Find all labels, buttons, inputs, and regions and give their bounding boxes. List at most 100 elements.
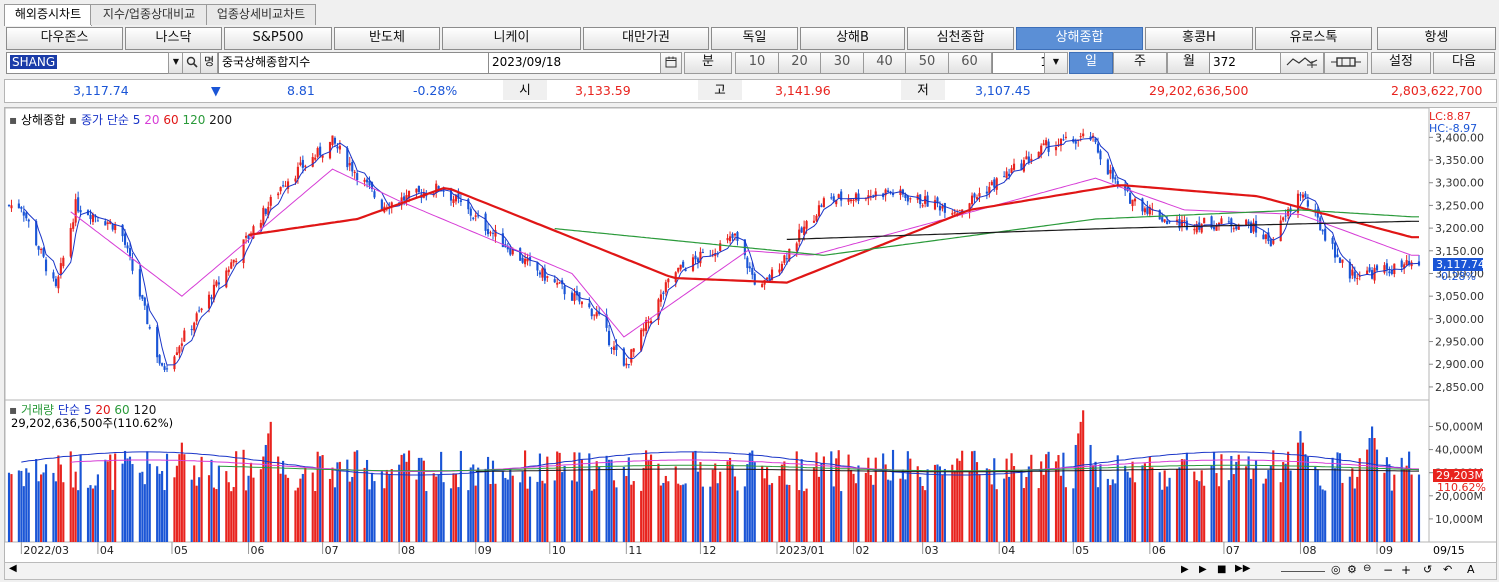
index-button-0[interactable]: 다우존스 xyxy=(6,27,123,50)
candle-body xyxy=(570,292,574,301)
price-volume-chart[interactable]: 3,400.00 3,350.00 3,300.00 3,250.00 3,200.00… xyxy=(5,108,1496,562)
index-button-3[interactable]: 반도체 xyxy=(334,27,440,50)
candle-body xyxy=(262,207,265,226)
volume-bar xyxy=(282,460,285,542)
candle-body xyxy=(640,329,643,351)
volume-bar xyxy=(924,490,927,542)
index-button-8[interactable]: 심천종합 xyxy=(907,27,1014,50)
index-button-11[interactable]: 유로스톡 xyxy=(1255,27,1372,50)
candle-body xyxy=(553,279,556,283)
candle-settings-icon[interactable] xyxy=(1324,52,1368,74)
volume-bar xyxy=(442,482,445,542)
settings-button[interactable]: 설정 xyxy=(1371,52,1431,74)
candle-body xyxy=(526,258,529,262)
minute-count-dropdown-icon[interactable]: ▼ xyxy=(1044,52,1068,74)
period-minute-button[interactable]: 분 xyxy=(684,52,732,74)
chart-scrollbar[interactable]: ◀ ▶ ▶ ■ ▶▶ ◎ ⚙ ⊖ − + ↺ ↶ A xyxy=(4,562,1497,580)
volume-bar xyxy=(1306,456,1309,542)
candle-body xyxy=(52,272,55,279)
volume-bar xyxy=(232,487,235,542)
minute-option-40[interactable]: 40 xyxy=(862,52,907,74)
search-icon[interactable] xyxy=(182,52,202,74)
symbol-input[interactable]: SHANG xyxy=(6,52,174,74)
zoom-out-icon[interactable]: ⊖ xyxy=(1363,563,1372,574)
price-tick-label: 3,300.00 xyxy=(1435,177,1484,190)
volume-bar xyxy=(1057,455,1060,542)
index-button-9[interactable]: 상해종합 xyxy=(1016,27,1143,50)
volume-bar xyxy=(899,478,902,542)
candle-body xyxy=(244,235,248,238)
chart-style-icon[interactable] xyxy=(1280,52,1324,74)
minute-option-30[interactable]: 30 xyxy=(820,52,864,74)
candle-body xyxy=(1094,138,1097,143)
volume-bar xyxy=(1200,470,1203,542)
zoom-slider[interactable] xyxy=(1281,571,1325,572)
volume-bar xyxy=(867,457,870,542)
index-button-6[interactable]: 독일 xyxy=(711,27,798,50)
minute-option-20[interactable]: 20 xyxy=(777,52,822,74)
candle-body xyxy=(494,230,497,237)
name-search-button[interactable]: 명 xyxy=(200,52,218,74)
minute-option-50[interactable]: 50 xyxy=(905,52,949,74)
minute-option-10[interactable]: 10 xyxy=(735,52,779,74)
candle-body xyxy=(1321,230,1324,232)
candle-body xyxy=(17,203,20,209)
minus-icon[interactable]: − xyxy=(1383,563,1394,577)
calendar-icon[interactable] xyxy=(660,52,682,74)
index-button-4[interactable]: 니케이 xyxy=(442,27,581,50)
symbol-dropdown-icon[interactable]: ▼ xyxy=(168,52,184,74)
period-week-button[interactable]: 주 xyxy=(1113,52,1167,74)
volume-bar xyxy=(178,454,181,542)
tab-2[interactable]: 업종상세비교차트 xyxy=(206,4,316,25)
volume-bar xyxy=(269,421,272,542)
candle-body xyxy=(212,284,216,300)
index-button-7[interactable]: 상해B xyxy=(800,27,905,50)
volume-bar xyxy=(1062,452,1065,542)
volume-bar xyxy=(891,449,895,542)
next-button[interactable]: 다음 xyxy=(1433,52,1495,74)
plus-icon[interactable]: + xyxy=(1401,563,1412,577)
volume-bar xyxy=(667,481,670,542)
scroll-right-icon[interactable]: ▶ xyxy=(1181,564,1189,575)
index-button-12[interactable]: 항셍 xyxy=(1377,27,1496,50)
zoom-icon[interactable]: ◎ xyxy=(1331,563,1341,576)
candle-body xyxy=(1008,173,1011,177)
volume-bar xyxy=(953,471,956,542)
candle-body xyxy=(328,141,332,159)
reset-icon[interactable]: ↺ xyxy=(1423,563,1433,576)
volume-bar xyxy=(37,481,40,542)
index-button-5[interactable]: 대만가권 xyxy=(583,27,709,50)
undo-icon[interactable]: ↶ xyxy=(1443,563,1453,576)
candle-body xyxy=(104,221,107,226)
settings-gear-icon[interactable]: ⚙ xyxy=(1347,563,1357,576)
period-day-button[interactable]: 일 xyxy=(1069,52,1113,74)
bar-count-input[interactable]: 372 xyxy=(1209,52,1281,74)
index-button-1[interactable]: 나스닥 xyxy=(125,27,222,50)
candle-body xyxy=(521,257,524,263)
index-button-2[interactable]: S&P500 xyxy=(224,27,332,50)
play-icon[interactable]: ▶ xyxy=(1199,564,1207,575)
period-month-button[interactable]: 월 xyxy=(1167,52,1211,74)
stop-icon[interactable]: ■ xyxy=(1217,564,1227,575)
font-a-icon[interactable]: A xyxy=(1467,563,1475,576)
volume-bar xyxy=(909,458,912,542)
date-input[interactable]: 2023/09/18 xyxy=(488,52,666,74)
candle-body xyxy=(1079,136,1082,138)
volume-bar xyxy=(1321,489,1324,542)
index-button-10[interactable]: 홍콩H xyxy=(1145,27,1253,50)
fast-forward-icon[interactable]: ▶▶ xyxy=(1235,563,1251,574)
tab-0[interactable]: 해외증시차트 xyxy=(4,4,92,26)
tab-1[interactable]: 지수/업종상대비교 xyxy=(90,4,208,25)
volume-bar xyxy=(1400,457,1403,542)
volume-bar xyxy=(674,466,677,542)
chart-panel[interactable]: 3,400.00 3,350.00 3,300.00 3,250.00 3,200.00… xyxy=(4,107,1497,563)
candle-body xyxy=(719,243,722,251)
volume-bar xyxy=(146,451,149,542)
candle-body xyxy=(1366,270,1369,275)
candle-body xyxy=(249,235,253,237)
scroll-left-icon[interactable]: ◀ xyxy=(9,563,17,574)
minute-option-60[interactable]: 60 xyxy=(947,52,992,74)
volume-bar xyxy=(588,453,591,542)
candle-body xyxy=(336,146,339,149)
volume-bar xyxy=(131,464,134,542)
